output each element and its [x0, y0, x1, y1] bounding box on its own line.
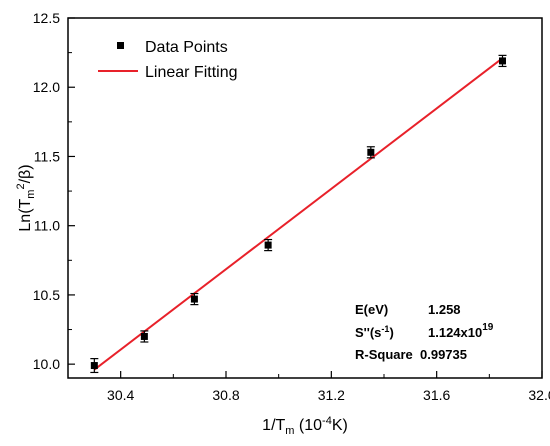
data-point	[140, 332, 148, 340]
x-tick-label: 30.8	[212, 387, 239, 403]
data-point	[499, 57, 506, 65]
stat-label-frequency-factor: S''(s-1)	[355, 324, 394, 340]
stat-value-r-square: 0.99735	[420, 347, 467, 362]
tick-labels: 30.4 30.8 31.2 31.6 32.0 10.0 10.5 11.0 11.5 12.0…	[33, 10, 550, 403]
x-axis-title: 1/Tm (10-4K)	[262, 415, 348, 437]
legend: Data Points Linear Fitting	[98, 39, 238, 81]
data-point	[367, 148, 375, 156]
y-tick-label: 12.0	[33, 79, 60, 95]
plot-frame	[67, 17, 543, 379]
tick-marks	[68, 17, 543, 378]
stat-value-energy: 1.258	[428, 302, 461, 317]
data-point	[190, 295, 198, 303]
stat-label-energy: E(eV)	[355, 302, 388, 317]
fit-line	[93, 57, 504, 371]
y-axis-title: Ln(Tm2/β)	[15, 164, 37, 231]
legend-label-data-points: Data Points	[145, 39, 228, 56]
x-tick-label: 31.2	[318, 387, 345, 403]
fit-stats: E(eV) 1.258 S''(s-1) 1.124x1019 R-Square…	[355, 302, 494, 362]
stat-label-r-square: R-Square	[355, 347, 413, 362]
stat-value-frequency-factor: 1.124x1019	[428, 322, 494, 340]
y-tick-label: 11.5	[34, 148, 60, 164]
x-tick-label: 31.6	[423, 387, 450, 403]
y-tick-label: 10.0	[33, 356, 60, 372]
x-tick-label: 32.0	[528, 387, 550, 403]
y-tick-label: 11.0	[34, 218, 60, 234]
data-point	[90, 362, 98, 370]
data-point	[264, 241, 272, 249]
legend-marker-data-points	[117, 42, 124, 49]
legend-label-linear-fitting: Linear Fitting	[145, 64, 238, 81]
chart-marks	[90, 54, 507, 374]
x-tick-label: 30.4	[107, 387, 134, 403]
y-tick-label: 10.5	[33, 287, 60, 303]
y-tick-label: 12.5	[33, 10, 60, 26]
